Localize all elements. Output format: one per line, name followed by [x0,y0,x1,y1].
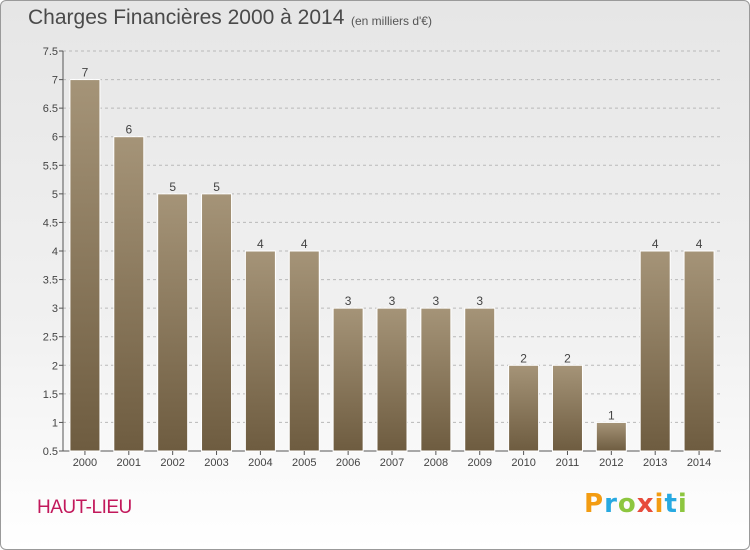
x-tick-label: 2002 [160,457,184,469]
proxiti-logo: Proxiti [584,489,688,519]
logo-letter: i [677,489,688,519]
data-label: 2 [520,351,527,365]
bar [508,364,540,452]
y-tick-label: 2.5 [43,332,58,344]
x-tick-label: 2009 [467,457,491,469]
data-label: 5 [213,180,220,194]
data-label: 5 [169,180,176,194]
y-tick-label: 7.5 [43,46,58,58]
data-label: 3 [476,294,483,308]
logo-letter: t [664,489,678,519]
y-tick-label: 4.5 [43,217,58,229]
y-tick-label: 3.5 [43,275,58,287]
data-label: 4 [257,237,264,251]
y-tick-label: 1 [52,417,58,429]
bar [201,193,233,452]
bar [332,307,364,452]
data-label: 4 [696,237,703,251]
logo-letter: x [636,489,655,519]
y-tick-label: 4 [52,246,58,258]
data-label: 2 [564,351,571,365]
logo-letter: i [654,489,665,519]
data-label: 4 [301,237,308,251]
bar [551,364,583,452]
x-tick-label: 2003 [204,457,228,469]
bar [595,421,627,452]
y-tick-label: 7 [52,75,58,87]
x-tick-label: 2004 [248,457,272,469]
x-tick-label: 2005 [292,457,316,469]
x-tick-label: 2008 [424,457,448,469]
x-tick-label: 2010 [511,457,535,469]
bar [464,307,496,452]
x-tick-label: 2014 [687,457,711,469]
x-tick-label: 2001 [117,457,141,469]
y-tick-label: 5 [52,189,58,201]
bar [376,307,408,452]
x-tick-label: 2006 [336,457,360,469]
y-tick-label: 3 [52,303,58,315]
bar [157,193,189,452]
bar [420,307,452,452]
commune-name: HAUT-LIEU [37,497,132,518]
bar [288,250,320,452]
data-label: 7 [82,66,89,80]
x-tick-label: 2012 [599,457,623,469]
bar [69,79,101,452]
logo-letter: P [584,489,605,519]
x-tick-label: 2007 [380,457,404,469]
x-tick-label: 2000 [73,457,97,469]
bar [244,250,276,452]
y-tick-label: 5.5 [43,160,58,172]
data-label: 6 [125,123,132,137]
y-tick-label: 6.5 [43,103,58,115]
y-tick-label: 2 [52,360,58,372]
data-label: 3 [389,294,396,308]
data-label: 3 [433,294,440,308]
logo-letter: o [617,489,637,519]
bar [639,250,671,452]
data-label: 1 [608,408,615,422]
x-tick-label: 2013 [643,457,667,469]
y-tick-label: 0.5 [43,446,58,458]
bar [683,250,715,452]
data-label: 4 [652,237,659,251]
y-tick-label: 1.5 [43,389,58,401]
chart-title: Charges Financières 2000 à 2014 [28,6,345,29]
bar [113,136,145,452]
data-label: 3 [345,294,352,308]
y-tick-label: 6 [52,132,58,144]
chart-unit: (en milliers d'€) [351,14,432,28]
logo-letter: r [604,489,618,519]
x-tick-label: 2011 [556,457,580,469]
